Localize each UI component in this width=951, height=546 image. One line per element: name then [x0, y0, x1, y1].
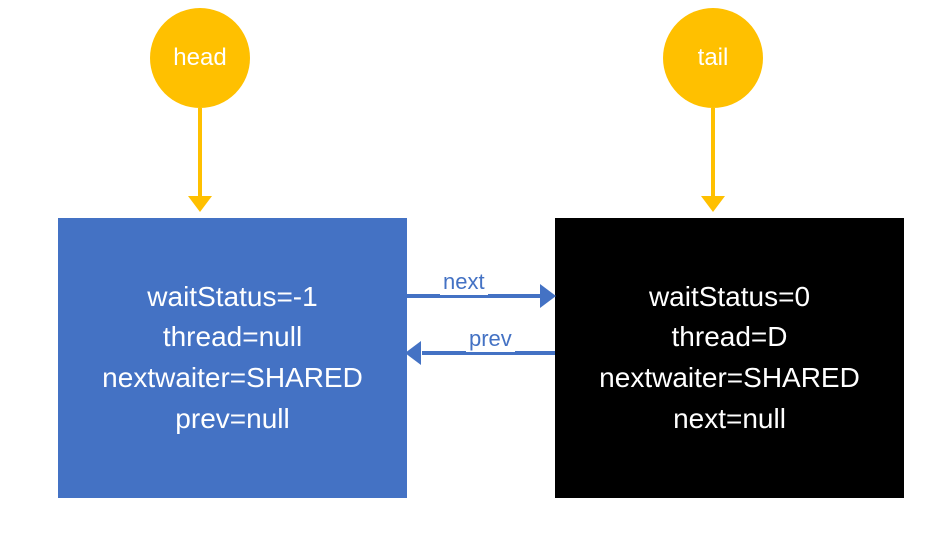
tail-arrow-head	[701, 196, 725, 212]
head-pointer-circle: head	[150, 8, 250, 108]
node-right-line-3: next=null	[673, 399, 786, 440]
tail-pointer-label: tail	[698, 44, 729, 72]
edge-prev-arrowhead	[405, 341, 421, 365]
tail-pointer-circle: tail	[663, 8, 763, 108]
node-right-line-1: thread=D	[672, 317, 788, 358]
edge-next-arrowhead	[540, 284, 556, 308]
node-left-line-3: prev=null	[175, 399, 289, 440]
node-left-line-2: nextwaiter=SHARED	[102, 358, 363, 399]
edge-next-label: next	[440, 269, 488, 295]
head-arrow-head	[188, 196, 212, 212]
node-left-line-1: thread=null	[163, 317, 302, 358]
node-right: waitStatus=0 thread=D nextwaiter=SHARED …	[555, 218, 904, 498]
node-right-line-0: waitStatus=0	[649, 277, 810, 318]
edge-prev-label: prev	[466, 326, 515, 352]
tail-arrow-line	[711, 108, 715, 196]
node-left-line-0: waitStatus=-1	[147, 277, 317, 318]
head-arrow-line	[198, 108, 202, 196]
node-left: waitStatus=-1 thread=null nextwaiter=SHA…	[58, 218, 407, 498]
head-pointer-label: head	[173, 44, 226, 72]
node-right-line-2: nextwaiter=SHARED	[599, 358, 860, 399]
